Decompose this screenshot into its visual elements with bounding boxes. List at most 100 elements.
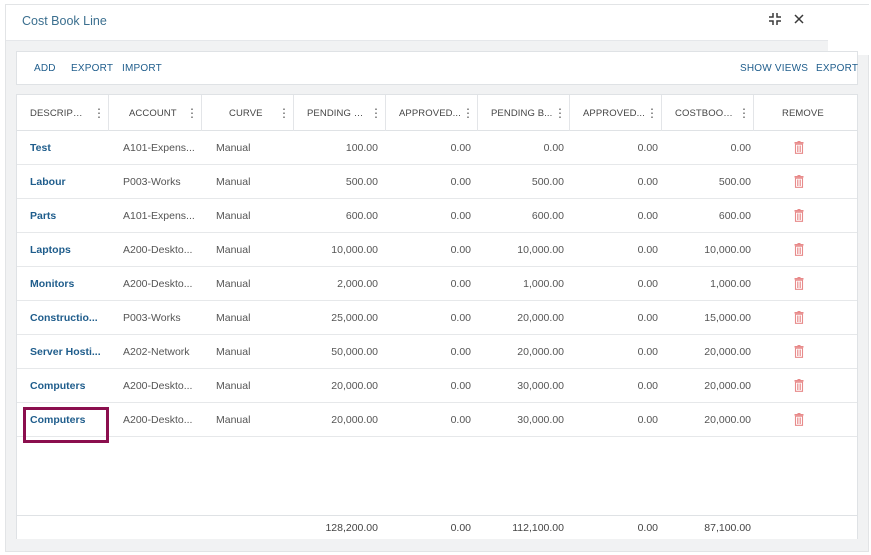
dialog-header: Cost Book Line — [6, 5, 870, 41]
description-link[interactable]: Labour — [30, 176, 66, 188]
trash-icon[interactable] — [794, 141, 808, 155]
pending-b-cell: 30,000.00 — [517, 380, 564, 392]
header-strip — [828, 35, 870, 55]
trash-icon[interactable] — [794, 379, 808, 393]
pending-e-cell: 50,000.00 — [331, 346, 378, 358]
pending-b-cell: 20,000.00 — [517, 312, 564, 324]
approved-2-cell: 0.00 — [637, 414, 658, 426]
table-row[interactable]: Computers A200-Deskto... Manual 20,000.00 0.… — [17, 369, 857, 403]
total-approved-1: 0.00 — [450, 522, 471, 534]
show-views-button[interactable]: SHOW VIEWS — [740, 63, 809, 74]
account-cell: A200-Deskto... — [123, 244, 193, 256]
collapse-icon[interactable] — [768, 12, 782, 30]
trash-icon[interactable] — [794, 175, 808, 189]
curve-cell: Manual — [216, 176, 251, 188]
table-row[interactable]: Computers A200-Deskto... Manual 20,000.00 0.… — [17, 403, 857, 437]
pending-b-cell: 1,000.00 — [523, 278, 564, 290]
approved-2-cell: 0.00 — [637, 142, 658, 154]
column-label: PENDING B... — [491, 108, 553, 119]
costbook-cell: 20,000.00 — [704, 380, 751, 392]
column-label: ACCOUNT — [129, 108, 177, 119]
account-cell: A200-Deskto... — [123, 380, 193, 392]
trash-icon[interactable] — [794, 345, 808, 359]
column-header-remove: REMOVE — [754, 95, 857, 131]
add-button[interactable]: ADD — [34, 63, 56, 74]
description-link[interactable]: Server Hosti... — [30, 346, 101, 358]
table-row[interactable]: Constructio... P003-Works Manual 25,000.00 0… — [17, 301, 857, 335]
table-row[interactable]: Monitors A200-Deskto... Manual 2,000.00 0.00… — [17, 267, 857, 301]
column-header-account[interactable]: ACCOUNT ⋮ — [109, 95, 202, 131]
curve-cell: Manual — [216, 346, 251, 358]
toolbar: ADD EXPORT IMPORT SHOW VIEWS EXPORT — [16, 51, 858, 85]
account-cell: A200-Deskto... — [123, 278, 193, 290]
column-header-curve[interactable]: CURVE ⋮ — [202, 95, 294, 131]
export-right-button[interactable]: EXPORT — [816, 63, 859, 74]
account-cell: A101-Expens... — [123, 210, 195, 222]
curve-cell: Manual — [216, 210, 251, 222]
pending-e-cell: 20,000.00 — [331, 380, 378, 392]
table-row[interactable]: Test A101-Expens... Manual 100.00 0.00 0.00 0.… — [17, 131, 857, 165]
column-header-approved-2[interactable]: APPROVED... ⋮ — [570, 95, 662, 131]
trash-icon[interactable] — [794, 243, 808, 257]
import-button[interactable]: IMPORT — [122, 63, 162, 74]
table-row[interactable]: Parts A101-Expens... Manual 600.00 0.00 600.0… — [17, 199, 857, 233]
description-link[interactable]: Test — [30, 142, 51, 154]
column-header-description[interactable]: DESCRIPTI... ⋮ — [17, 95, 109, 131]
dialog-title: Cost Book Line — [22, 14, 107, 28]
total-costbook: 87,100.00 — [704, 522, 751, 534]
total-approved-2: 0.00 — [637, 522, 658, 534]
pending-e-cell: 2,000.00 — [337, 278, 378, 290]
pending-e-cell: 600.00 — [345, 210, 378, 222]
costbook-cell: 1,000.00 — [710, 278, 751, 290]
kebab-menu-icon[interactable]: ⋮ — [370, 106, 382, 120]
grid-totals-row: 128,200.00 0.00 112,100.00 0.00 87,100.0… — [17, 515, 857, 539]
pending-e-cell: 100.00 — [345, 142, 378, 154]
description-link[interactable]: Monitors — [30, 278, 75, 290]
close-icon[interactable] — [793, 12, 805, 30]
kebab-menu-icon[interactable]: ⋮ — [738, 106, 750, 120]
account-cell: P003-Works — [123, 176, 181, 188]
pending-b-cell: 0.00 — [543, 142, 564, 154]
kebab-menu-icon[interactable]: ⋮ — [278, 106, 290, 120]
kebab-menu-icon[interactable]: ⋮ — [646, 106, 658, 120]
trash-icon[interactable] — [794, 277, 808, 291]
column-header-approved-1[interactable]: APPROVED... ⋮ — [386, 95, 478, 131]
curve-cell: Manual — [216, 380, 251, 392]
kebab-menu-icon[interactable]: ⋮ — [186, 106, 198, 120]
table-row[interactable]: Labour P003-Works Manual 500.00 0.00 500.00 0.… — [17, 165, 857, 199]
approved-2-cell: 0.00 — [637, 278, 658, 290]
table-row[interactable]: Laptops A200-Deskto... Manual 10,000.00 0.00… — [17, 233, 857, 267]
kebab-menu-icon[interactable]: ⋮ — [93, 106, 105, 120]
table-row[interactable]: Server Hosti... A202-Network Manual 50,000.… — [17, 335, 857, 369]
pending-e-cell: 10,000.00 — [331, 244, 378, 256]
kebab-menu-icon[interactable]: ⋮ — [554, 106, 566, 120]
pending-b-cell: 500.00 — [531, 176, 564, 188]
column-label: APPROVED... — [399, 108, 461, 119]
costbook-cell: 500.00 — [718, 176, 751, 188]
column-label: DESCRIPTI... — [30, 108, 86, 119]
costbook-cell: 20,000.00 — [704, 414, 751, 426]
approved-1-cell: 0.00 — [450, 278, 471, 290]
description-link[interactable]: Constructio... — [30, 312, 98, 324]
export-button[interactable]: EXPORT — [71, 63, 114, 74]
costbook-cell: 20,000.00 — [704, 346, 751, 358]
curve-cell: Manual — [216, 312, 251, 324]
description-link[interactable]: Laptops — [30, 244, 71, 256]
trash-icon[interactable] — [794, 311, 808, 325]
trash-icon[interactable] — [794, 413, 808, 427]
description-link[interactable]: Computers — [30, 414, 86, 426]
curve-cell: Manual — [216, 414, 251, 426]
account-cell: A101-Expens... — [123, 142, 195, 154]
column-header-pending-b[interactable]: PENDING B... ⋮ — [478, 95, 570, 131]
total-pending-e: 128,200.00 — [325, 522, 378, 534]
curve-cell: Manual — [216, 244, 251, 256]
description-link[interactable]: Computers — [30, 380, 86, 392]
trash-icon[interactable] — [794, 209, 808, 223]
pending-e-cell: 20,000.00 — [331, 414, 378, 426]
description-link[interactable]: Parts — [30, 210, 57, 222]
approved-1-cell: 0.00 — [450, 176, 471, 188]
kebab-menu-icon[interactable]: ⋮ — [462, 106, 474, 120]
pending-e-cell: 500.00 — [345, 176, 378, 188]
column-header-pending-e[interactable]: PENDING E... ⋮ — [294, 95, 386, 131]
column-header-costbook[interactable]: COSTBOOK... ⋮ — [662, 95, 754, 131]
